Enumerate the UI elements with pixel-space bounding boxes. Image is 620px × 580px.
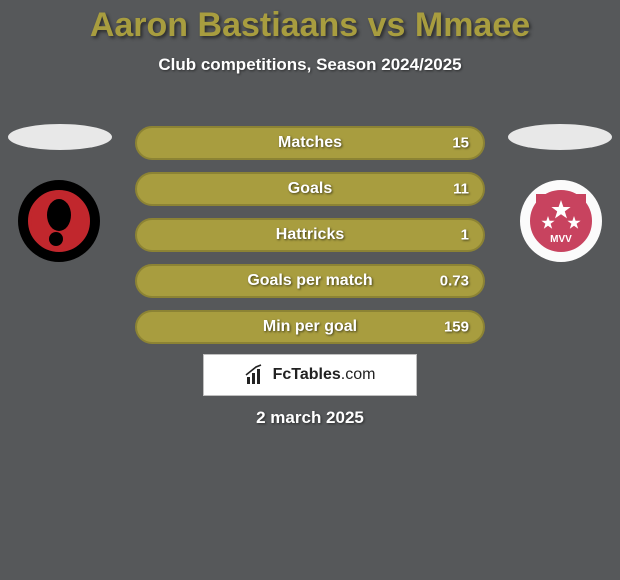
stat-label: Goals [288, 180, 332, 198]
stat-value-right: 15 [452, 135, 469, 152]
stat-label: Goals per match [247, 272, 372, 290]
logo-text: FcTables.com [273, 366, 376, 384]
date-label: 2 march 2025 [0, 408, 620, 428]
stat-value-right: 0.73 [440, 273, 469, 290]
stat-label: Hattricks [276, 226, 344, 244]
subtitle: Club competitions, Season 2024/2025 [0, 55, 620, 75]
stat-bar: Goals 11 [135, 172, 485, 206]
stat-bar: Matches 15 [135, 126, 485, 160]
stat-row: Min per goal 159 [0, 304, 620, 350]
logo-main: Tables [291, 366, 341, 383]
stat-label: Matches [278, 134, 342, 152]
logo-suffix: .com [341, 366, 376, 383]
stat-bar: Min per goal 159 [135, 310, 485, 344]
fctables-logo[interactable]: FcTables.com [203, 354, 417, 396]
page-title: Aaron Bastiaans vs Mmaee [0, 0, 620, 45]
logo-prefix: Fc [273, 366, 292, 383]
stat-row: Goals 11 [0, 166, 620, 212]
stat-value-right: 159 [444, 319, 469, 336]
stat-row: Matches 15 [0, 120, 620, 166]
comparison-card: Aaron Bastiaans vs Mmaee Club competitio… [0, 0, 620, 580]
stat-row: Goals per match 0.73 [0, 258, 620, 304]
stat-row: Hattricks 1 [0, 212, 620, 258]
stat-value-right: 1 [461, 227, 469, 244]
chart-icon [245, 364, 267, 386]
stat-bar: Hattricks 1 [135, 218, 485, 252]
stat-value-right: 11 [453, 181, 469, 198]
stat-label: Min per goal [263, 318, 357, 336]
stats-rows: Matches 15 Goals 11 Hattricks 1 Goals per matc… [0, 120, 620, 350]
stat-bar: Goals per match 0.73 [135, 264, 485, 298]
